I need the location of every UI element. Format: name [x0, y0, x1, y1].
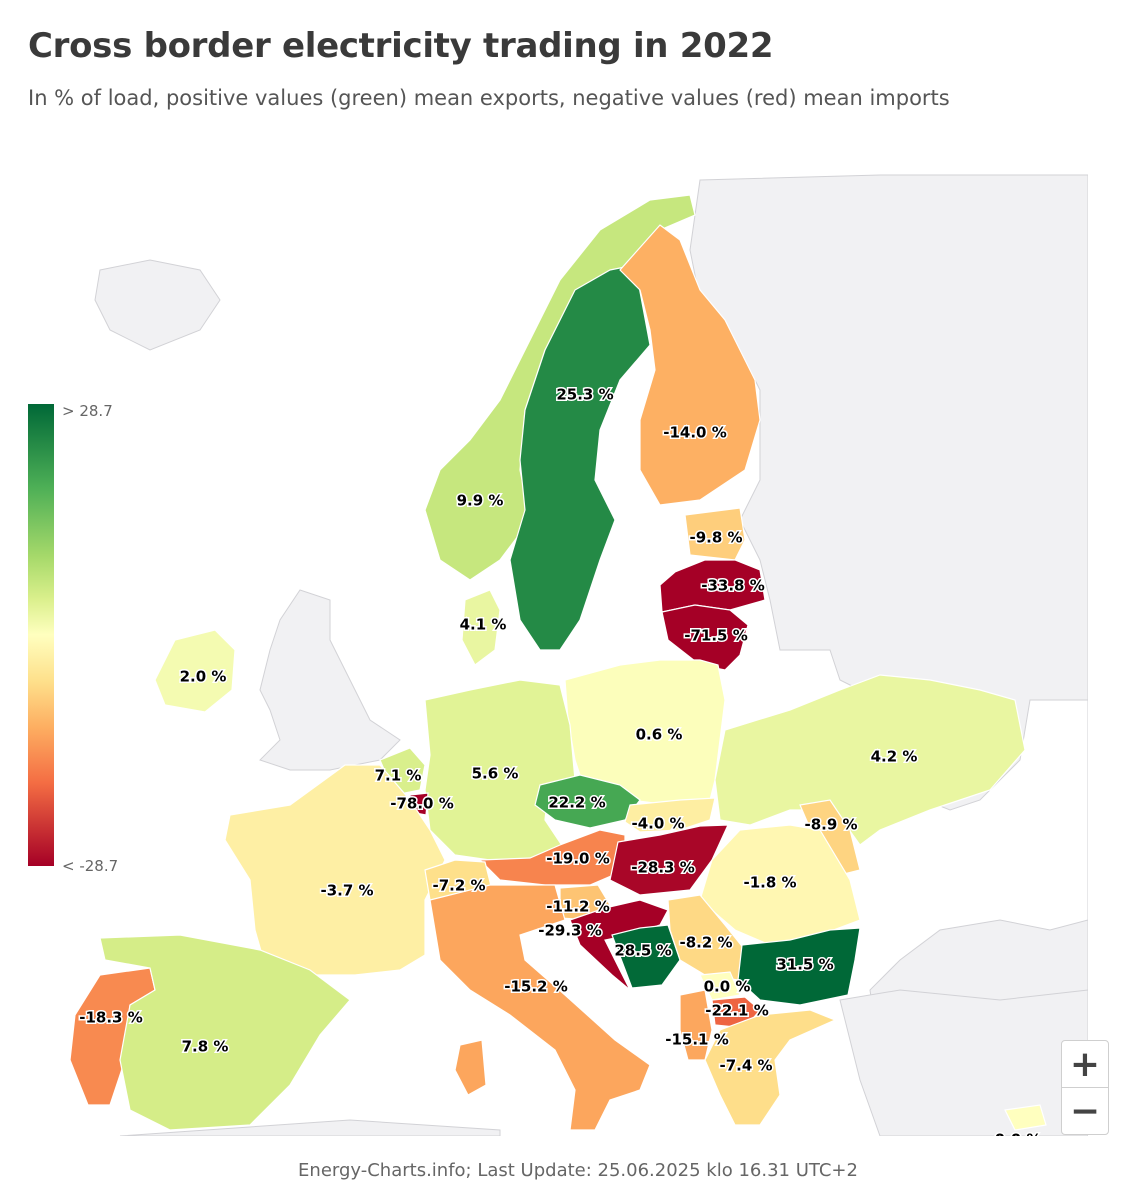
legend-max-label: > 28.7 [62, 402, 113, 420]
page-title: Cross border electricity trading in 2022 [28, 26, 774, 66]
value-label-poland: 0.6 % [636, 726, 683, 744]
value-label-finland: -14.0 % [663, 424, 727, 442]
value-label-denmark: 4.1 % [460, 616, 507, 634]
country-finland[interactable] [619, 224, 761, 506]
value-label-lithuania: -71.5 % [684, 627, 748, 645]
value-label-spain: 7.8 % [182, 1038, 229, 1056]
country-italy[interactable] [429, 884, 651, 1131]
value-label-bulgaria: 31.5 % [776, 956, 833, 974]
background-land [94, 174, 1088, 1136]
country-kosovo[interactable] [699, 971, 741, 1001]
value-label-slovenia: -11.2 % [546, 898, 610, 916]
value-label-norway: 9.9 % [457, 492, 504, 510]
map-panel[interactable]: 9.9 % 25.3 % -14.0 % -9.8 % -33.8 % -71.… [28, 170, 1088, 1136]
country-albania[interactable] [679, 989, 713, 1061]
value-label-kosovo: 0.0 % [704, 978, 751, 996]
land-iceland [94, 259, 221, 351]
country-spain[interactable] [99, 934, 351, 1131]
countries[interactable] [69, 194, 1047, 1131]
value-label-austria: -19.0 % [546, 850, 610, 868]
country-germany[interactable] [424, 679, 576, 861]
value-label-hungary: -28.3 % [631, 859, 695, 877]
value-label-romania: -1.8 % [743, 874, 796, 892]
country-cyprus[interactable] [1004, 1104, 1047, 1131]
europe-map[interactable]: 9.9 % 25.3 % -14.0 % -9.8 % -33.8 % -71.… [28, 170, 1088, 1136]
value-label-ireland: 2.0 % [180, 668, 227, 686]
value-label-croatia: -29.3 % [538, 922, 602, 940]
value-label-portugal: -18.3 % [79, 1009, 143, 1027]
value-label-bosnia: 28.5 % [614, 942, 671, 960]
value-label-italy: -15.2 % [504, 978, 568, 996]
value-label-netherlands: 7.1 % [375, 767, 422, 785]
zoom-in-button[interactable]: + [1061, 1040, 1109, 1088]
country-denmark[interactable] [461, 589, 501, 666]
value-label-north-macedonia: -22.1 % [705, 1002, 769, 1020]
country-greece[interactable] [704, 1009, 837, 1126]
legend-min-label: < -28.7 [62, 857, 119, 875]
value-label-greece: -7.4 % [719, 1057, 772, 1075]
value-label-czechia: 22.2 % [548, 794, 605, 812]
value-label-estonia: -9.8 % [689, 529, 742, 547]
value-label-france: -3.7 % [320, 882, 373, 900]
country-estonia[interactable] [684, 507, 746, 561]
page-subtitle: In % of load, positive values (green) me… [28, 86, 950, 110]
source-footer: Energy-Charts.info; Last Update: 25.06.2… [298, 1160, 858, 1181]
country-sweden[interactable] [509, 264, 651, 651]
value-labels: 9.9 % 25.3 % -14.0 % -9.8 % -33.8 % -71.… [78, 384, 1043, 1137]
value-label-sweden: 25.3 % [556, 386, 613, 404]
country-ukraine[interactable] [714, 674, 1026, 846]
land-britain [259, 589, 401, 771]
value-label-switzerland: -7.2 % [432, 877, 485, 895]
zoom-out-button[interactable]: − [1061, 1087, 1109, 1135]
country-romania[interactable] [699, 824, 861, 946]
color-legend-bar [28, 404, 54, 866]
value-label-cyprus: 0.0 % [995, 1131, 1042, 1137]
country-bulgaria[interactable] [737, 927, 861, 1006]
value-label-ukraine: 4.2 % [871, 748, 918, 766]
value-label-luxembourg: -78.0 % [390, 795, 454, 813]
land-turkey [839, 989, 1088, 1136]
country-ireland[interactable] [154, 629, 236, 713]
country-lithuania[interactable] [661, 604, 749, 671]
country-slovakia[interactable] [624, 797, 716, 833]
country-italy-sardinia[interactable] [454, 1039, 487, 1096]
value-label-serbia: -8.2 % [679, 934, 732, 952]
value-label-latvia: -33.8 % [701, 577, 765, 595]
value-label-slovakia: -4.0 % [631, 815, 684, 833]
value-label-albania: -15.1 % [665, 1031, 729, 1049]
value-label-germany: 5.6 % [472, 765, 519, 783]
country-france[interactable] [224, 764, 446, 976]
land-north-africa [119, 1119, 501, 1136]
value-label-moldova: -8.9 % [804, 816, 857, 834]
